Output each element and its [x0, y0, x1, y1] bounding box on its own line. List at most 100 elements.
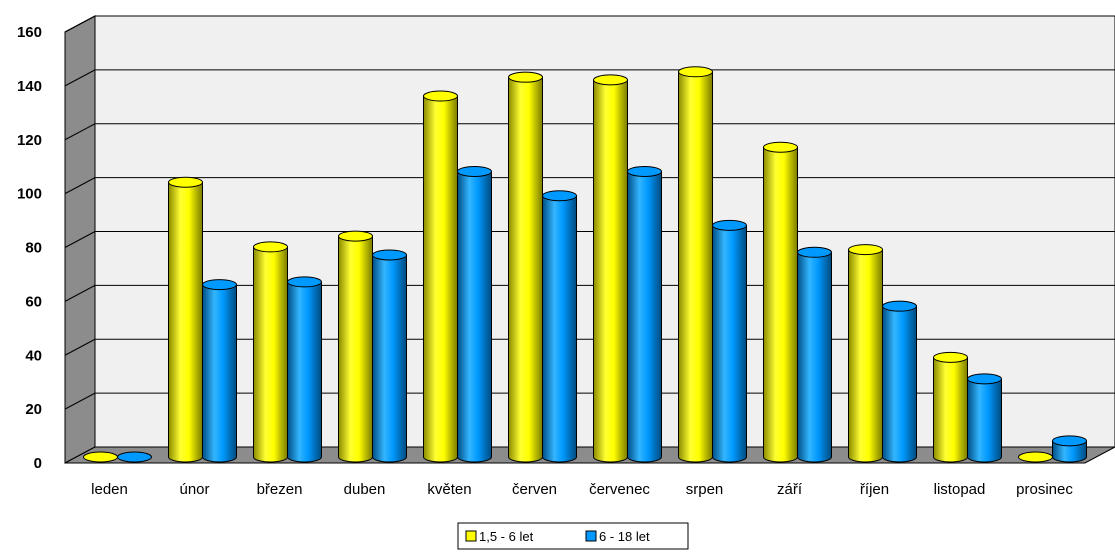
- bar-body: [253, 246, 288, 463]
- bar-body: [712, 224, 747, 463]
- bar-body: [508, 76, 543, 463]
- bar-top: [202, 279, 237, 291]
- y-tick-label: 20: [25, 401, 42, 418]
- y-tick-label: 120: [17, 132, 42, 149]
- bar-top: [83, 451, 118, 463]
- bar-body: [933, 356, 968, 463]
- bars: [83, 66, 1087, 463]
- bar-top: [1052, 435, 1087, 447]
- bar-top: [508, 71, 543, 83]
- gridline-side: [64, 231, 96, 248]
- bar: [457, 165, 492, 463]
- legend-box: [457, 522, 689, 550]
- x-tick-label: září: [777, 481, 803, 498]
- bar: [542, 190, 577, 463]
- bar: [593, 74, 628, 463]
- bar: [287, 276, 322, 463]
- bar: [423, 90, 458, 463]
- y-tick-label: 140: [17, 78, 42, 95]
- x-tick-label: říjen: [860, 481, 889, 498]
- legend-label: 1,5 - 6 let: [479, 529, 534, 544]
- x-tick-label: únor: [179, 481, 209, 498]
- bar: [933, 351, 968, 463]
- bar-body: [423, 95, 458, 463]
- legend-swatch: [585, 530, 597, 542]
- legend-swatch: [465, 530, 477, 542]
- bar-body: [1052, 440, 1087, 463]
- legend-item: 6 - 18 let: [585, 529, 650, 544]
- bar-top: [423, 90, 458, 102]
- bar-top: [117, 451, 152, 463]
- bar-top: [253, 241, 288, 253]
- bar: [967, 373, 1002, 463]
- bar-top: [678, 66, 713, 78]
- bar-body: [593, 79, 628, 463]
- bar: [338, 230, 373, 463]
- y-axis-ticks: 0 20 40 60 80 100 120 140 160: [17, 24, 42, 472]
- y-tick-label: 100: [17, 186, 42, 203]
- y-tick-label: 160: [17, 24, 42, 41]
- bar-top: [287, 276, 322, 288]
- gridline-side: [64, 284, 96, 302]
- bar-top: [457, 165, 492, 177]
- bar: [508, 71, 543, 463]
- x-axis-categories: leden únor březen duben květen červen červenec…: [91, 481, 1073, 498]
- bar-top: [1018, 451, 1053, 463]
- x-tick-label: březen: [257, 481, 303, 498]
- bar-body: [678, 71, 713, 463]
- bar-top: [372, 249, 407, 261]
- bar-body: [763, 146, 798, 463]
- bar-top: [763, 141, 798, 153]
- bar-top: [797, 246, 832, 258]
- bar: [678, 66, 713, 463]
- bar: [882, 300, 917, 463]
- legend: 1,5 - 6 let 6 - 18 let: [457, 522, 689, 550]
- gridline-side: [64, 69, 96, 87]
- bar-body: [372, 254, 407, 463]
- gridline-side: [64, 177, 96, 195]
- bar-top: [848, 244, 883, 256]
- bar-top: [627, 165, 662, 177]
- x-tick-label: listopad: [934, 481, 986, 498]
- x-tick-label: červenec: [589, 481, 650, 498]
- bar: [253, 241, 288, 463]
- bar: [763, 141, 798, 463]
- bar-top: [542, 190, 577, 202]
- y-tick-label: 80: [25, 240, 42, 257]
- bar: [202, 279, 237, 463]
- y-tick-label: 60: [25, 293, 42, 310]
- bar: [1052, 435, 1087, 463]
- bar: [1018, 451, 1053, 463]
- x-tick-label: prosinec: [1016, 481, 1073, 498]
- gridline-side: [64, 15, 96, 33]
- x-tick-label: červen: [512, 481, 557, 498]
- bar: [797, 246, 832, 463]
- bar: [627, 165, 662, 463]
- bar-body: [168, 181, 203, 463]
- y-tick-label: 40: [25, 347, 42, 364]
- bar-body: [457, 170, 492, 463]
- legend-item: 1,5 - 6 let: [465, 529, 534, 544]
- bar-body: [882, 305, 917, 463]
- bar: [168, 176, 203, 463]
- bar-top: [933, 351, 968, 363]
- bar-body: [967, 378, 1002, 463]
- gridline-side: [64, 338, 96, 356]
- bar: [712, 219, 747, 463]
- bar-top: [882, 300, 917, 312]
- legend-label: 6 - 18 let: [599, 529, 650, 544]
- bar-body: [202, 284, 237, 463]
- bar-body: [848, 249, 883, 463]
- x-tick-label: květen: [427, 481, 471, 498]
- bar: [372, 249, 407, 463]
- bar: [117, 451, 152, 463]
- bar-top: [593, 74, 628, 86]
- bar-body: [627, 170, 662, 463]
- bar-top: [712, 219, 747, 231]
- bar-top: [967, 373, 1002, 385]
- bar: [83, 451, 118, 463]
- bar-top: [168, 176, 203, 188]
- x-tick-label: leden: [91, 481, 128, 498]
